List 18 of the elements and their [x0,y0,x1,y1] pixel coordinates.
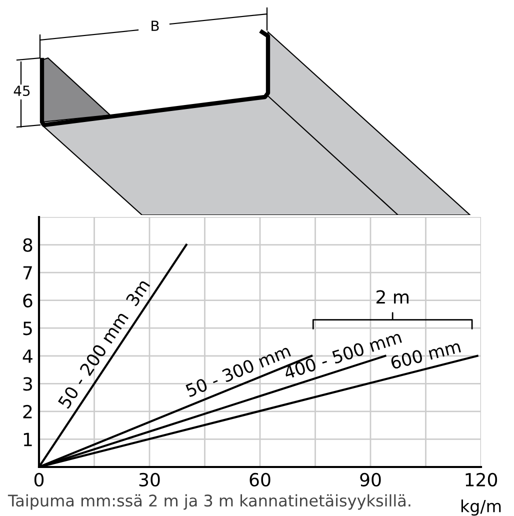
x-axis-title: kg/m [461,500,501,516]
y-tick-label: 1 [24,432,32,446]
y-tick-label: 7 [23,266,32,280]
x-tick-label: 0 [34,472,44,487]
text: Taipuma mm:ssä 2 m ja 3 m kannatinetäisyyksillä. [8,494,410,510]
y-tick-label: 5 [23,322,32,336]
annotation: 2 m [376,290,408,304]
x-tick-label: 30 [139,472,160,487]
y-tick-label: 8 [23,238,32,252]
text: B [152,20,159,31]
text: 45 [14,86,30,96]
y-tick-label: 4 [22,350,32,363]
y-tick-label: 2 [23,404,32,418]
x-tick-label: 120 [466,472,498,487]
x-tick-label: 60 [250,472,270,487]
y-tick-label: 6 [23,294,32,308]
y-tick-label: 3 [23,377,32,391]
x-tick-label: 90 [360,472,381,487]
